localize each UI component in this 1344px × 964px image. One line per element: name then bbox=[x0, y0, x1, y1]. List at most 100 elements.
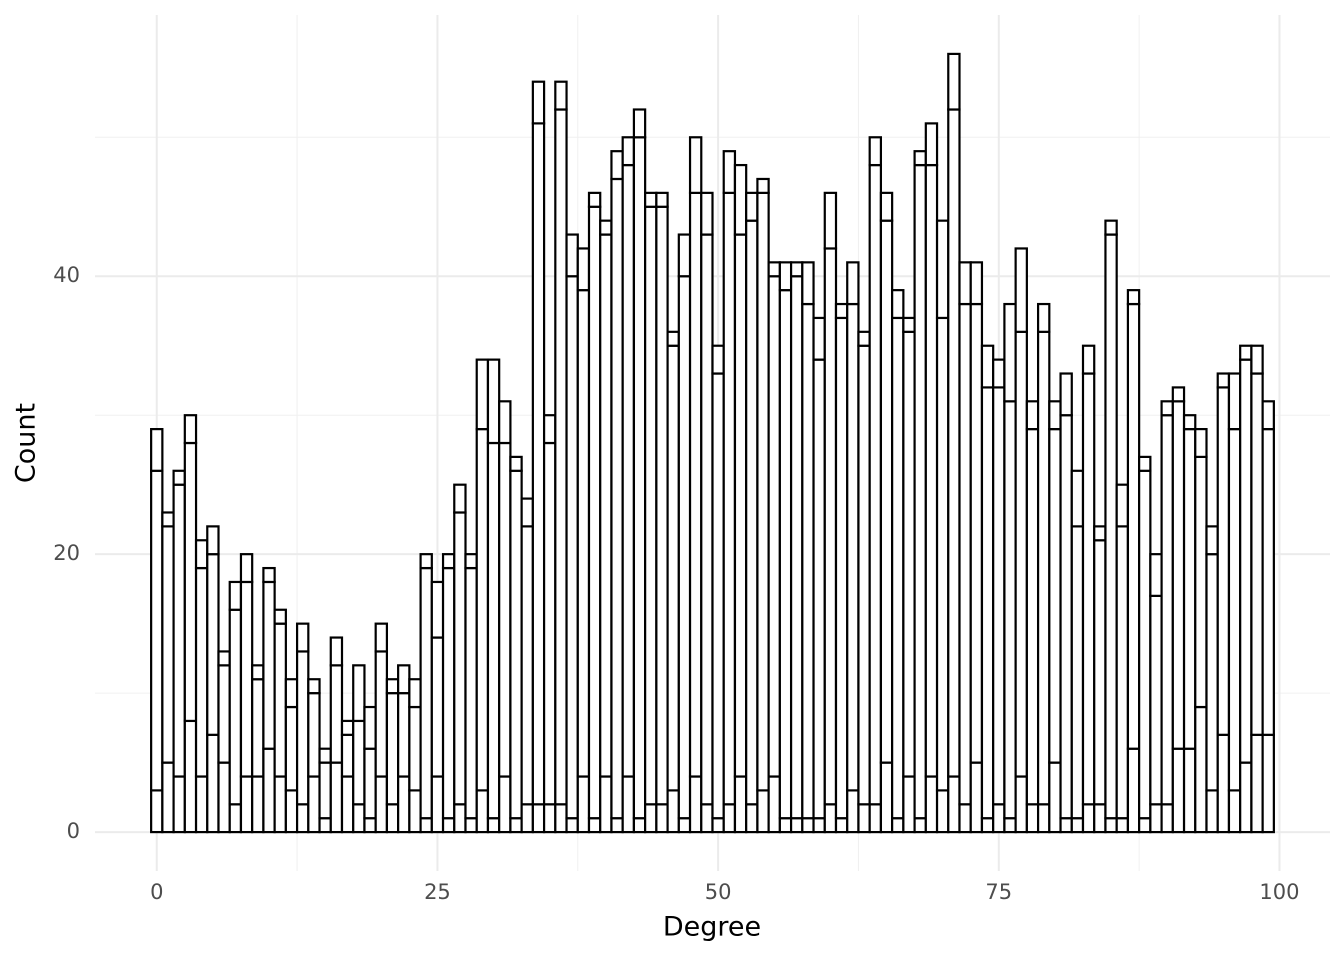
bar-segment bbox=[666, 330, 680, 347]
bar-segment bbox=[778, 289, 793, 820]
bar-segment bbox=[408, 789, 422, 834]
bar-segment bbox=[599, 219, 613, 236]
x-tick-label: 50 bbox=[705, 880, 732, 904]
bar-segment bbox=[789, 275, 804, 820]
bar-segment bbox=[1036, 330, 1051, 806]
bar-segment bbox=[857, 803, 871, 834]
bar-segment bbox=[722, 150, 737, 194]
bar-segment bbox=[374, 622, 389, 653]
bar-segment bbox=[992, 358, 1006, 389]
bar-segment bbox=[498, 400, 512, 445]
bar-segment bbox=[980, 344, 995, 389]
bar-segment bbox=[969, 761, 984, 834]
bar-segment bbox=[150, 469, 164, 792]
bar-segment bbox=[1081, 803, 1096, 834]
bar-segment bbox=[295, 803, 310, 834]
bar-segment bbox=[284, 705, 299, 792]
bar-segment bbox=[239, 553, 254, 584]
bar-segment bbox=[599, 233, 613, 778]
bar-segment bbox=[891, 289, 905, 320]
bar-segment bbox=[565, 233, 579, 278]
bar-segment bbox=[891, 817, 905, 834]
bar-segment bbox=[228, 580, 243, 611]
bar-segment bbox=[823, 191, 838, 250]
bar-segment bbox=[935, 219, 950, 320]
bar-segment bbox=[408, 678, 422, 709]
bar-segment bbox=[969, 261, 984, 306]
bar-segment bbox=[666, 344, 680, 792]
bar-segment bbox=[1182, 414, 1197, 431]
bar-segment bbox=[1182, 428, 1197, 750]
bar-segment bbox=[644, 191, 658, 208]
bar-segment bbox=[1104, 817, 1118, 834]
bar-segment bbox=[610, 177, 624, 820]
bar-segment bbox=[587, 191, 602, 208]
bar-segment bbox=[1070, 817, 1085, 834]
bar-segment bbox=[587, 817, 602, 834]
bar-segment bbox=[924, 122, 939, 167]
bar-segment bbox=[397, 775, 411, 834]
bar-segment bbox=[262, 580, 276, 750]
bar-segment bbox=[486, 817, 501, 834]
bar-segment bbox=[318, 747, 332, 764]
bar-segment bbox=[194, 775, 209, 834]
bar-segment bbox=[722, 191, 737, 806]
bar-segment bbox=[644, 205, 658, 806]
bar-segment bbox=[947, 775, 961, 834]
bar-segment bbox=[879, 761, 894, 834]
bar-segment bbox=[565, 817, 579, 834]
bar-segment bbox=[655, 191, 669, 208]
bar-segment bbox=[1149, 803, 1163, 834]
bar-segment bbox=[1126, 747, 1141, 834]
bar-segment bbox=[812, 358, 826, 820]
bar-segment bbox=[1227, 428, 1242, 792]
bar-segment bbox=[520, 497, 534, 528]
bar-segment bbox=[542, 414, 557, 445]
bar-segment bbox=[1081, 372, 1096, 806]
bar-segment bbox=[655, 205, 669, 806]
bar-segment bbox=[251, 664, 265, 681]
bar-segment bbox=[846, 261, 860, 306]
bar-segment bbox=[542, 803, 557, 834]
bar-segment bbox=[868, 803, 883, 834]
bar-segment bbox=[554, 80, 568, 111]
bar-segment bbox=[1115, 483, 1130, 528]
bar-segment bbox=[621, 136, 636, 167]
bar-segment bbox=[947, 52, 961, 111]
bar-segment bbox=[1093, 803, 1107, 834]
bar-segment bbox=[397, 664, 411, 695]
bar-segment bbox=[621, 775, 636, 834]
bar-segment bbox=[1194, 705, 1208, 834]
bar-segment bbox=[1081, 344, 1096, 375]
bar-segment bbox=[801, 261, 815, 306]
bar-segment bbox=[183, 719, 198, 834]
bar-segment bbox=[161, 761, 175, 834]
bar-segment bbox=[1160, 400, 1174, 417]
bar-segment bbox=[1261, 733, 1275, 834]
bar-segment bbox=[1227, 372, 1242, 431]
bar-segment bbox=[397, 692, 411, 778]
bar-segment bbox=[958, 803, 972, 834]
bar-segment bbox=[385, 692, 400, 806]
bar-segment bbox=[711, 817, 725, 834]
x-tick-label: 100 bbox=[1259, 880, 1299, 904]
bar-segment bbox=[284, 678, 299, 709]
bar-segment bbox=[509, 455, 523, 472]
bar-segment bbox=[385, 803, 400, 834]
bar-segment bbox=[812, 316, 826, 361]
bar-segment bbox=[834, 302, 849, 320]
bar-segment bbox=[1160, 803, 1174, 834]
bar-segment bbox=[520, 525, 534, 806]
bar-segment bbox=[531, 803, 546, 834]
bar-segment bbox=[273, 775, 287, 834]
bar-segment bbox=[801, 817, 815, 834]
bar-segment bbox=[778, 817, 793, 834]
bar-segment bbox=[992, 803, 1006, 834]
bar-segment bbox=[980, 386, 995, 820]
bar-segment bbox=[632, 136, 647, 820]
bar-segment bbox=[879, 219, 894, 764]
bar-segment bbox=[419, 817, 433, 834]
bar-segment bbox=[430, 775, 445, 834]
bar-segment bbox=[228, 803, 243, 834]
bar-segment bbox=[891, 316, 905, 820]
